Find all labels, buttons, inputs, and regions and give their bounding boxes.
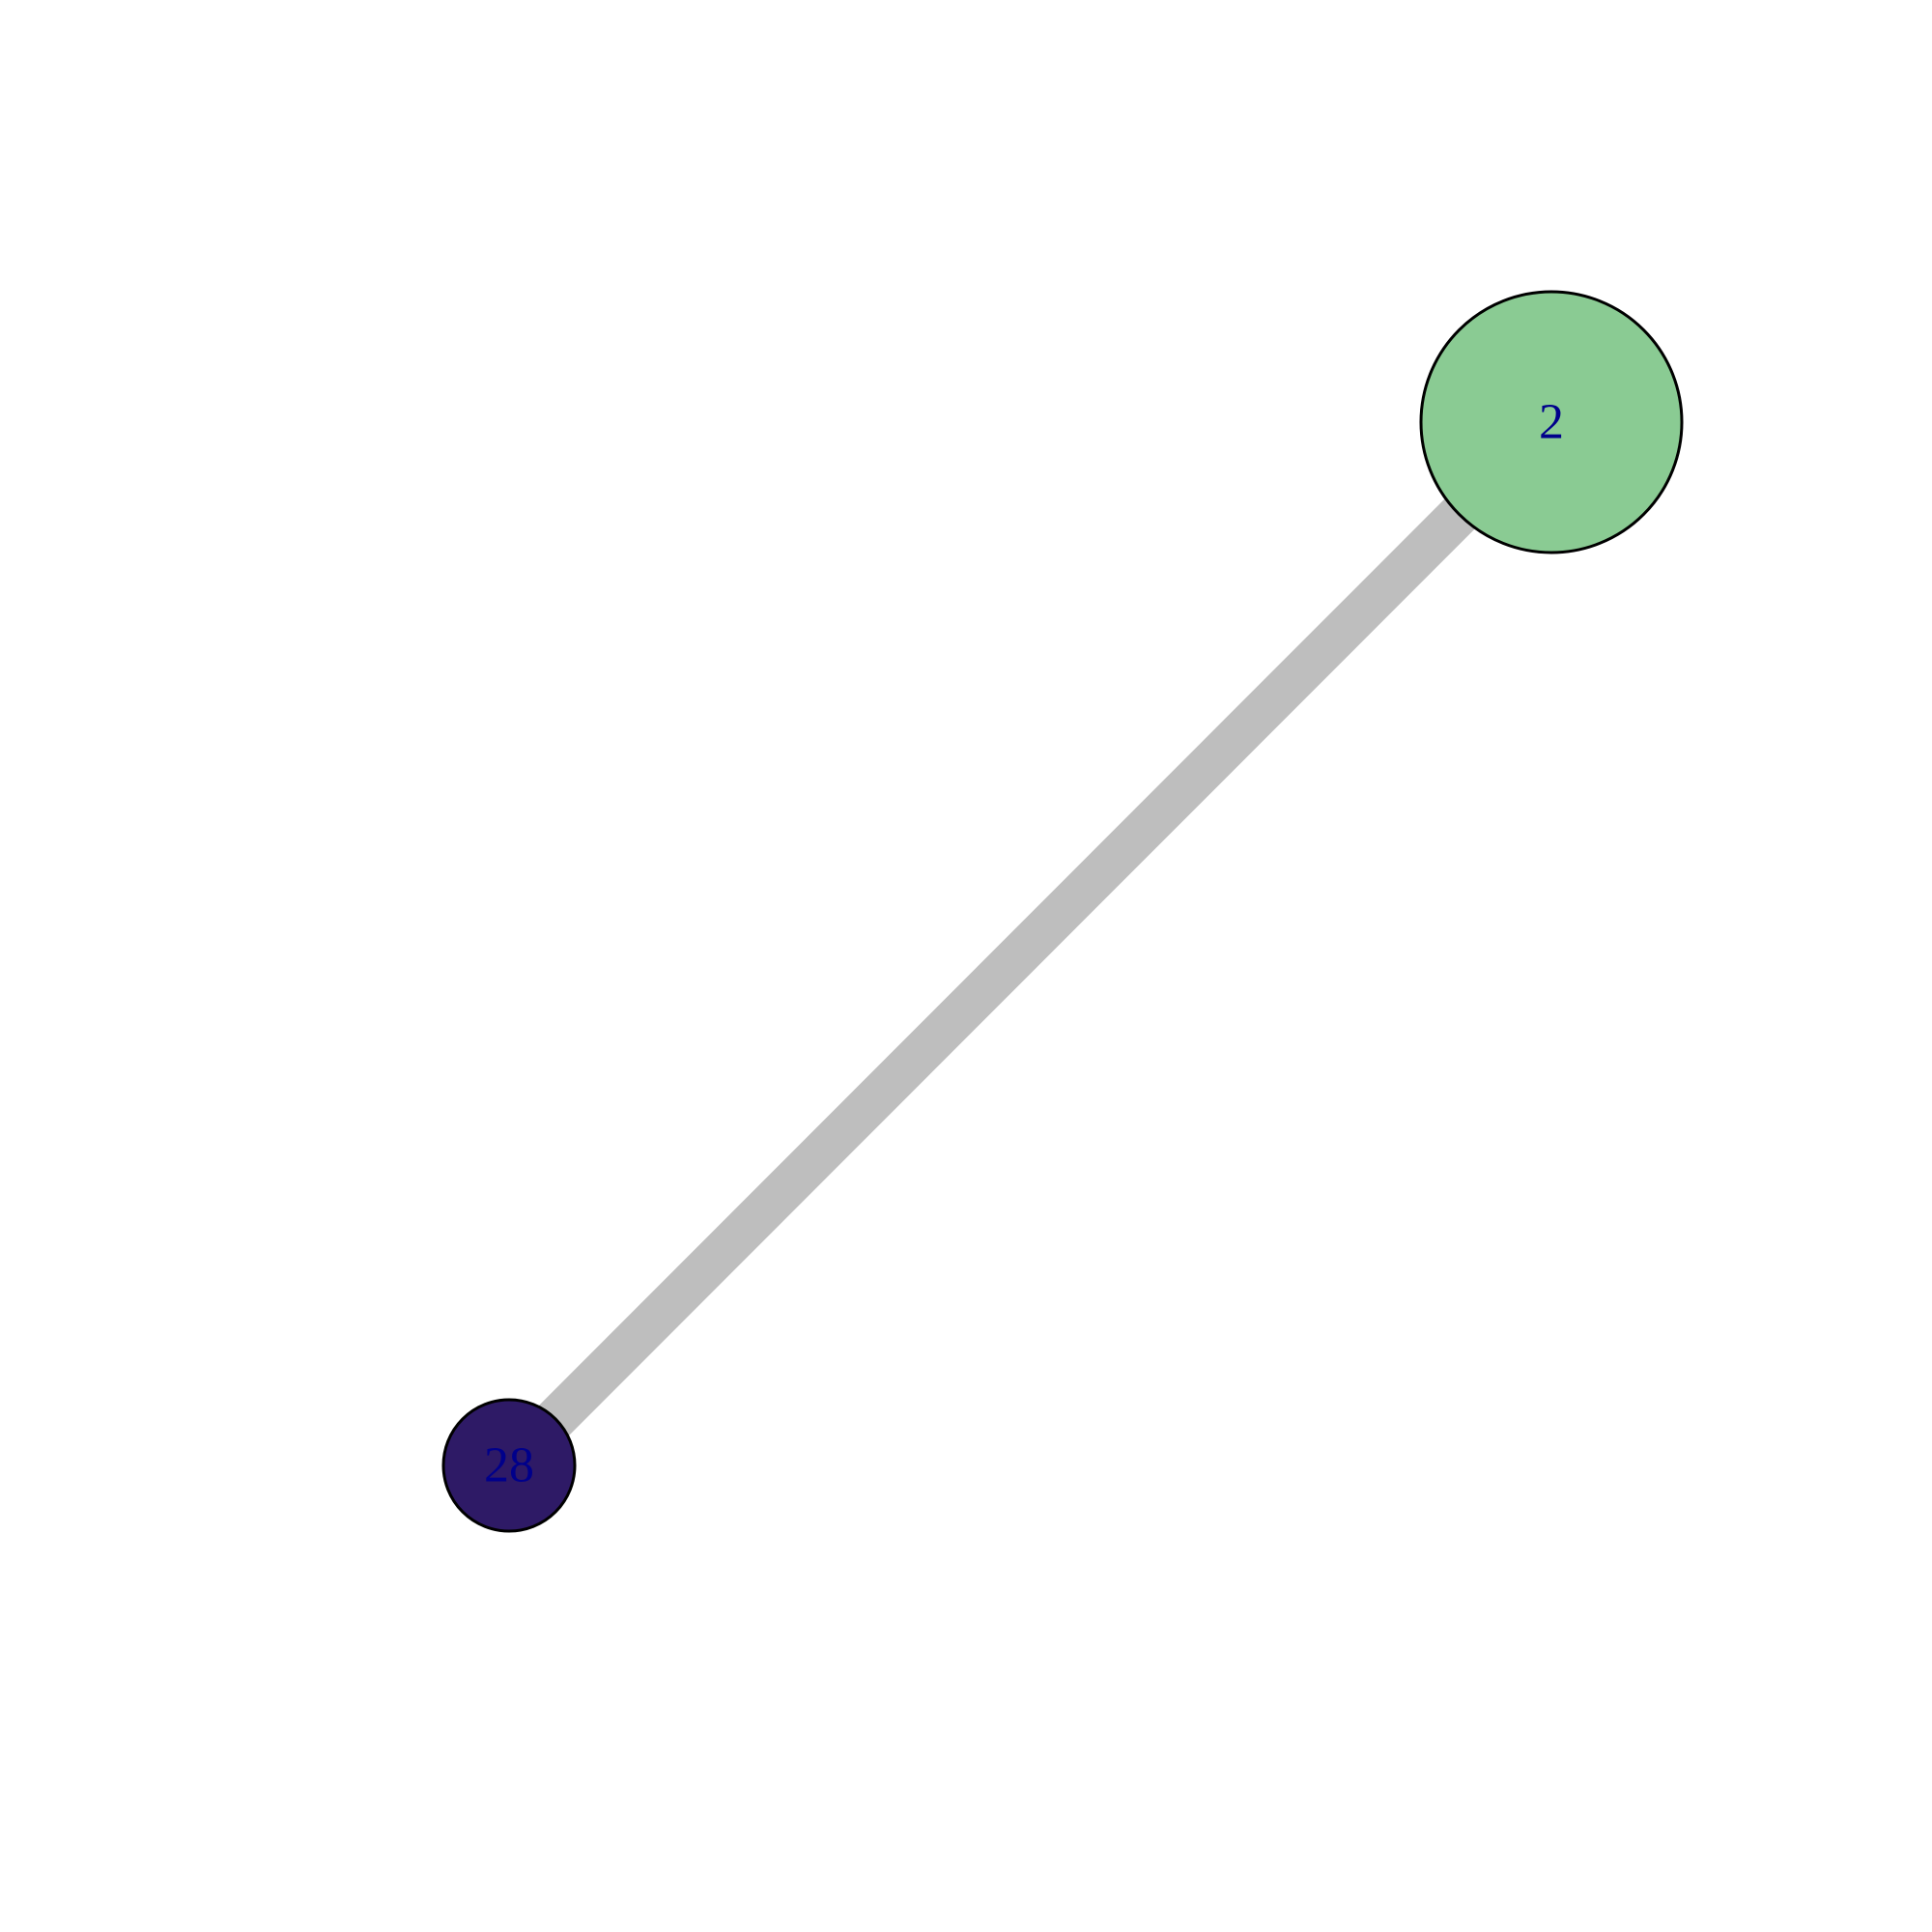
node-2-label: 2 bbox=[1539, 395, 1564, 450]
node-28-circle bbox=[441, 1398, 577, 1533]
node-2: 2 bbox=[1419, 290, 1684, 554]
edge-2-28 bbox=[494, 407, 1567, 1481]
node-28: 28 bbox=[441, 1398, 577, 1533]
node-28-label: 28 bbox=[484, 1438, 534, 1493]
node-layer: 2 28 bbox=[441, 290, 1684, 1533]
edge-layer bbox=[494, 407, 1567, 1481]
node-2-circle bbox=[1419, 290, 1684, 554]
